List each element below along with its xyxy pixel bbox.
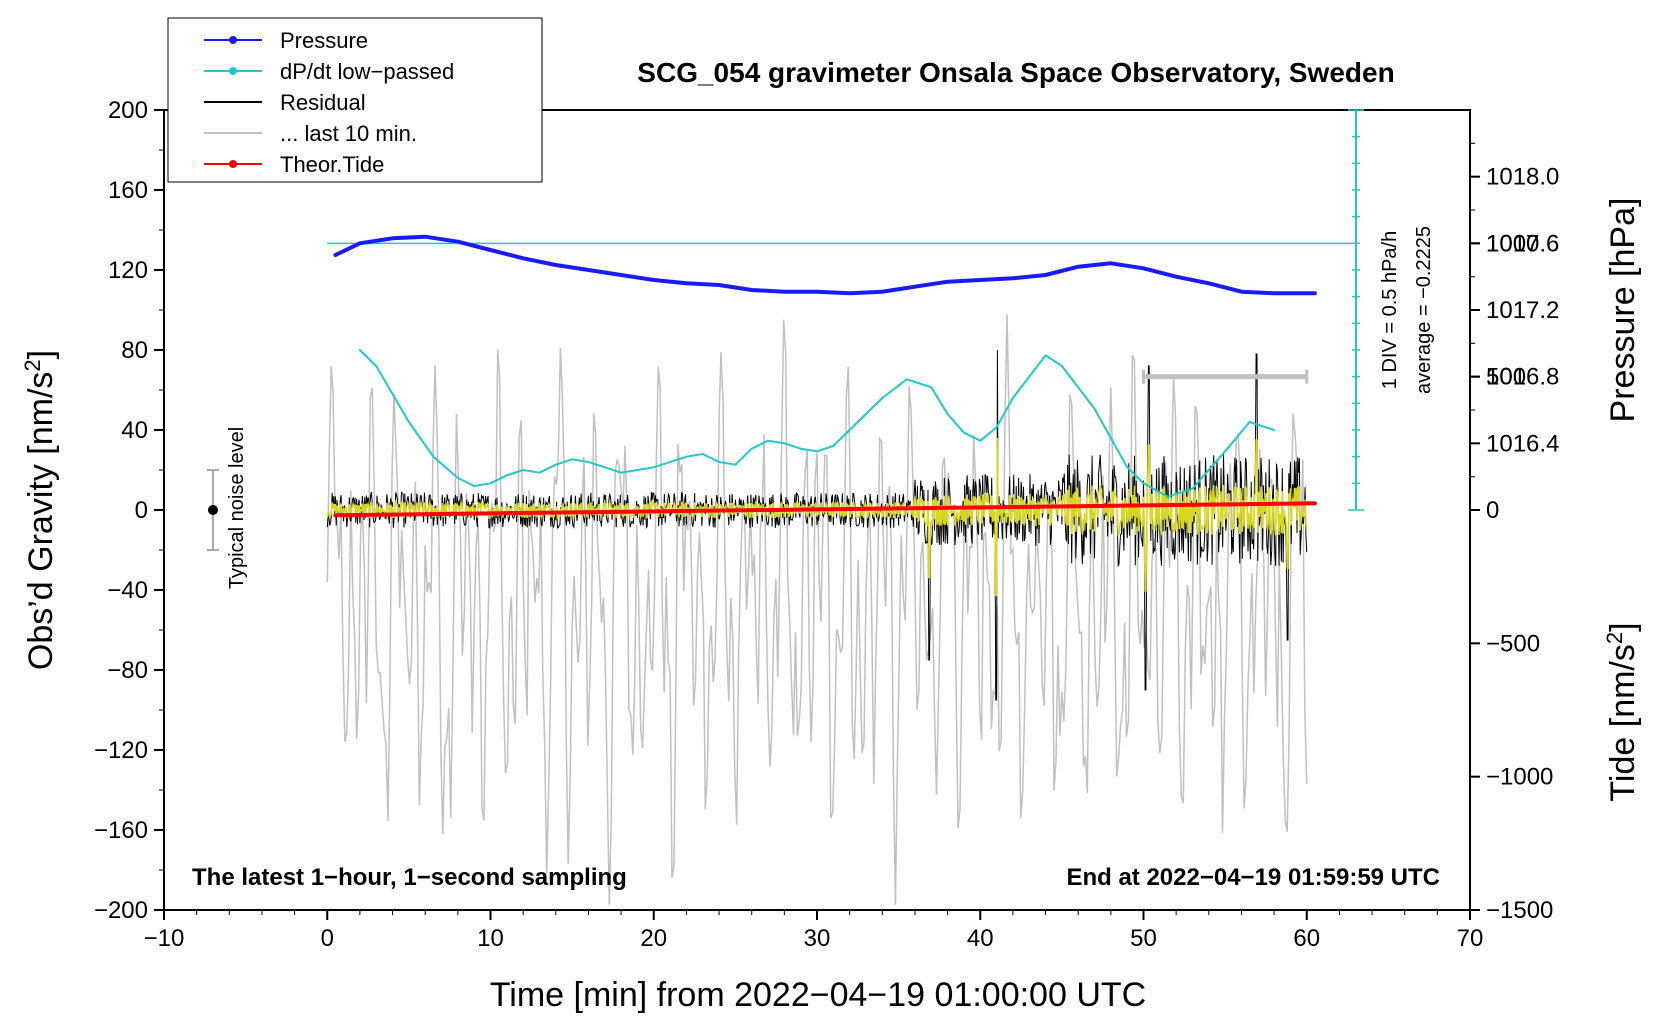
legend-label: Residual [280, 90, 366, 115]
pressure-tick-label: 1017.2 [1486, 297, 1559, 324]
theor-tide-line [333, 501, 1317, 518]
y-axis-label-tide-end: ] [1604, 622, 1642, 631]
residual-series [326, 349, 1308, 701]
y-axis-label-left-main: Obs’d Gravity [nm/s [22, 372, 60, 671]
legend-label: ... last 10 min. [280, 121, 417, 146]
noise-dot [207, 505, 218, 515]
x-tick-label: 0 [321, 925, 334, 952]
legend-label: Pressure [280, 28, 368, 53]
legend: Pressure dP/dt low−passed Residual ... last… [204, 28, 454, 177]
y-tick-label: 40 [121, 417, 148, 444]
tide-tick-label: 1000 [1486, 230, 1539, 257]
note-bottom-left: The latest 1−hour, 1−second sampling [192, 864, 627, 891]
y-axis-label-tide-sup: 2 [1602, 632, 1627, 644]
x-tick-label: −10 [144, 925, 185, 952]
last-10-min-line [326, 314, 1308, 905]
pressure-line [333, 234, 1317, 296]
y-tick-label: 120 [108, 257, 148, 284]
y-axis-label-tide-main: Tide [nm/s [1604, 644, 1642, 801]
legend-label: dP/dt low−passed [280, 59, 454, 84]
data-series [333, 234, 1317, 518]
dpdt-scale-axis [1348, 109, 1364, 511]
last-10-min-series [326, 314, 1308, 905]
pressure-tick-label: 1017.6 [1486, 230, 1559, 257]
y-tick-label: 160 [108, 177, 148, 204]
y-axis-label-pressure: Pressure [hPa] [1604, 198, 1642, 423]
y-tick-label: −160 [94, 817, 148, 844]
tide-tick-label: −1000 [1486, 764, 1553, 791]
x-tick-label: 60 [1293, 925, 1320, 952]
legend-label: Theor.Tide [280, 152, 384, 177]
axis-ticks: −10 0 10 20 30 40 50 60 70 200 160 120 80 40 0 −40 −80 −1… [94, 97, 1559, 952]
y-tick-label: −120 [94, 737, 148, 764]
y-axis-label-left: Obs’d Gravity [nm/s2] [20, 350, 60, 670]
tide-tick-label: 500 [1486, 364, 1526, 391]
legend-marker [229, 160, 237, 168]
last-window-marker [1142, 369, 1309, 384]
x-axis-label: Time [min] from 2022−04−19 01:00:00 UTC [490, 976, 1146, 1014]
dpdt-line [358, 349, 1276, 498]
y-tick-label: 80 [121, 337, 148, 364]
legend-marker [229, 36, 237, 44]
y-axis-label-left-end: ] [22, 350, 60, 359]
y-tick-label: −80 [107, 657, 148, 684]
legend-box [167, 17, 543, 183]
chart-title: SCG_054 gravimeter Onsala Space Observat… [637, 57, 1394, 88]
note-bottom-right: End at 2022−04−19 01:59:59 UTC [1066, 864, 1440, 891]
pressure-tick-label: 1016.8 [1486, 364, 1559, 391]
dpdt-scale-label: 1 DIV = 0.5 hPa/h [1379, 231, 1401, 389]
y-tick-label: −40 [107, 577, 148, 604]
tide-tick-label: −500 [1486, 630, 1540, 657]
pressure-tick-label: 1018.0 [1486, 164, 1559, 191]
noise-indicator [206, 469, 219, 551]
y-tick-label: −200 [94, 897, 148, 924]
x-tick-label: 30 [804, 925, 831, 952]
x-tick-label: 20 [640, 925, 667, 952]
pressure-tick-label: 1016.4 [1486, 430, 1559, 457]
x-tick-label: 10 [477, 925, 504, 952]
dpdt-average-label: average = −0.2225 [1413, 226, 1435, 394]
x-tick-label: 70 [1457, 925, 1484, 952]
y-tick-label: 0 [135, 497, 148, 524]
tide-tick-label: 0 [1486, 497, 1499, 524]
noise-level-label: Typical noise level [226, 427, 248, 589]
y-axis-label-left-sup: 2 [20, 359, 45, 371]
x-tick-label: 40 [967, 925, 994, 952]
residual-filtered-line [326, 437, 1308, 597]
legend-marker [229, 67, 237, 75]
tide-tick-label: −1500 [1486, 897, 1553, 924]
y-tick-label: 200 [108, 97, 148, 124]
y-axis-label-tide: Tide [nm/s2] [1602, 622, 1642, 801]
x-tick-label: 50 [1130, 925, 1157, 952]
